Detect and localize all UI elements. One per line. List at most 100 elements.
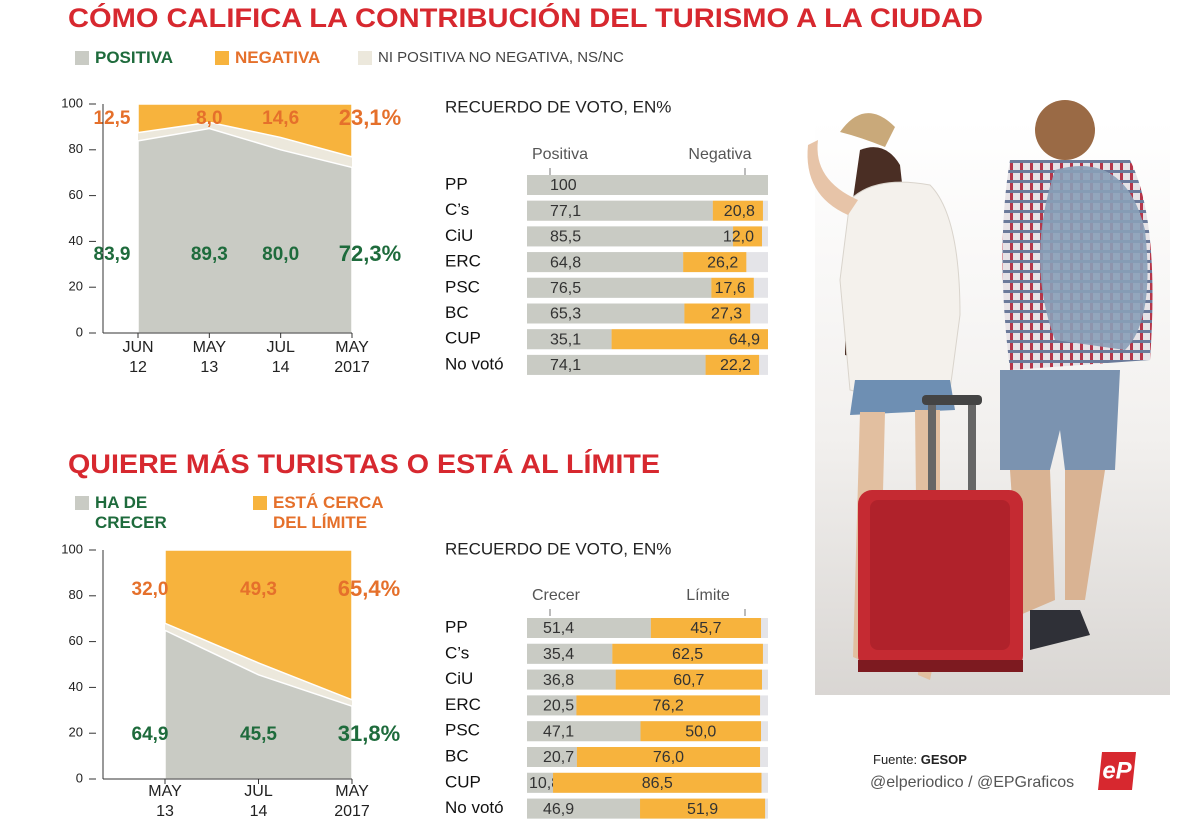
legend-swatch [358,51,372,65]
value-label: 35,4 [543,646,574,663]
category-label: ERC [445,695,481,714]
bar-segment [705,354,760,375]
bar-segment [527,175,768,195]
credit: @elperiodico / @EPGraficos [870,774,1074,791]
y-tick-label: 60 [69,187,83,202]
value-label: 51,9 [687,801,718,818]
y-tick-label: 60 [69,633,83,648]
bar-segment [576,747,761,767]
x-tick-label: JUN [122,339,153,356]
category-label: C’s [445,200,469,219]
chart-title: RECUERDO DE VOTO, EN% [445,97,671,116]
column-header: Negativa [688,146,751,163]
value-label: 60,7 [673,672,704,689]
legend-item: POSITIVA [75,48,215,68]
y-tick-label: 0 [76,324,83,339]
y-tick-label: 80 [69,587,83,602]
value-label: 76,2 [653,698,684,715]
chart-title: CÓMO CALIFICA LA CONTRIBUCIÓN DEL TURISM… [68,2,983,33]
value-label: 65,4% [338,576,400,601]
bar-segment [683,252,747,273]
chart-title: RECUERDO DE VOTO, EN% [445,539,671,558]
value-label: 20,8 [724,203,755,220]
bar-segment [527,277,712,298]
x-tick-label: JUL [266,339,295,356]
value-label: 32,0 [132,579,169,600]
x-tick-label: 13 [200,359,218,376]
x-tick-label: 13 [156,803,174,820]
bar-segment [553,772,762,793]
bar-segment [527,772,554,793]
value-label: 64,8 [550,254,581,271]
category-label: PSC [445,721,480,740]
bar-segment [650,618,762,638]
y-tick-label: 20 [69,279,83,294]
legend-swatch [75,51,89,65]
legend-item: ESTÁ CERCA DEL LÍMITE [253,493,403,533]
value-label: 50,0 [685,723,716,740]
legend-label: POSITIVA [95,48,174,67]
bar-segment [576,695,761,716]
legend-swatch [253,496,267,510]
category-label: CiU [445,226,473,245]
y-tick-label: 40 [69,233,83,248]
column-header: Crecer [532,587,581,604]
category-label: BC [445,746,469,765]
category-label: No votó [445,798,504,817]
value-label: 20,7 [543,749,574,766]
bar-segment [684,303,751,324]
category-label: BC [445,303,469,322]
value-label: 100 [550,177,577,194]
value-label: 47,1 [543,723,574,740]
value-label: 10,8 [529,775,560,792]
bar-segment [527,695,577,716]
source: Fuente: GESOP [873,752,967,767]
bar-segment [527,252,684,273]
value-label: 8,0 [196,108,222,129]
area [164,549,353,701]
value-label: 64,9 [729,331,760,348]
category-label: C’s [445,643,469,662]
value-label: 80,0 [262,244,299,265]
legend-item: HA DE CRECER [75,493,185,533]
area [137,103,353,158]
value-label: 83,9 [94,244,131,265]
value-label: 64,9 [132,724,169,745]
bar-segment [527,226,734,247]
logo-text: eP [1102,757,1132,784]
legend-item: NI POSITIVA NO NEGATIVA, NS/NC [358,48,678,68]
value-label: 26,2 [707,254,738,271]
category-label: ERC [445,252,481,271]
logo [1098,752,1136,790]
category-label: PP [445,617,468,636]
value-label: 35,1 [550,331,581,348]
legend-item: NEGATIVA [215,48,355,68]
value-label: 85,5 [550,229,581,246]
value-label: 46,9 [543,801,574,818]
y-tick-label: 20 [69,725,83,740]
value-label: 45,5 [240,724,277,745]
logo-mark [1098,752,1136,790]
x-tick-label: 14 [272,359,290,376]
x-tick-label: 2017 [334,359,370,376]
category-label: CiU [445,669,473,688]
value-label: 65,3 [550,306,581,323]
photo [807,100,1170,695]
column-header: Positiva [532,146,588,163]
bar-segment [611,329,768,350]
value-label: 20,5 [543,698,574,715]
bar-segment [527,643,613,664]
legend-label: NI POSITIVA NO NEGATIVA, NS/NC [378,49,624,66]
value-label: 77,1 [550,203,581,220]
legend-swatch [75,496,89,510]
bar-segment [527,618,651,638]
value-label: 62,5 [672,646,703,663]
category-label: PP [445,174,468,193]
bar-segment [527,798,641,819]
x-tick-label: JUL [244,783,273,800]
category-label: PSC [445,277,480,296]
value-label: 12,0 [723,229,754,246]
y-tick-label: 100 [61,95,83,110]
bar-segment [527,200,713,221]
